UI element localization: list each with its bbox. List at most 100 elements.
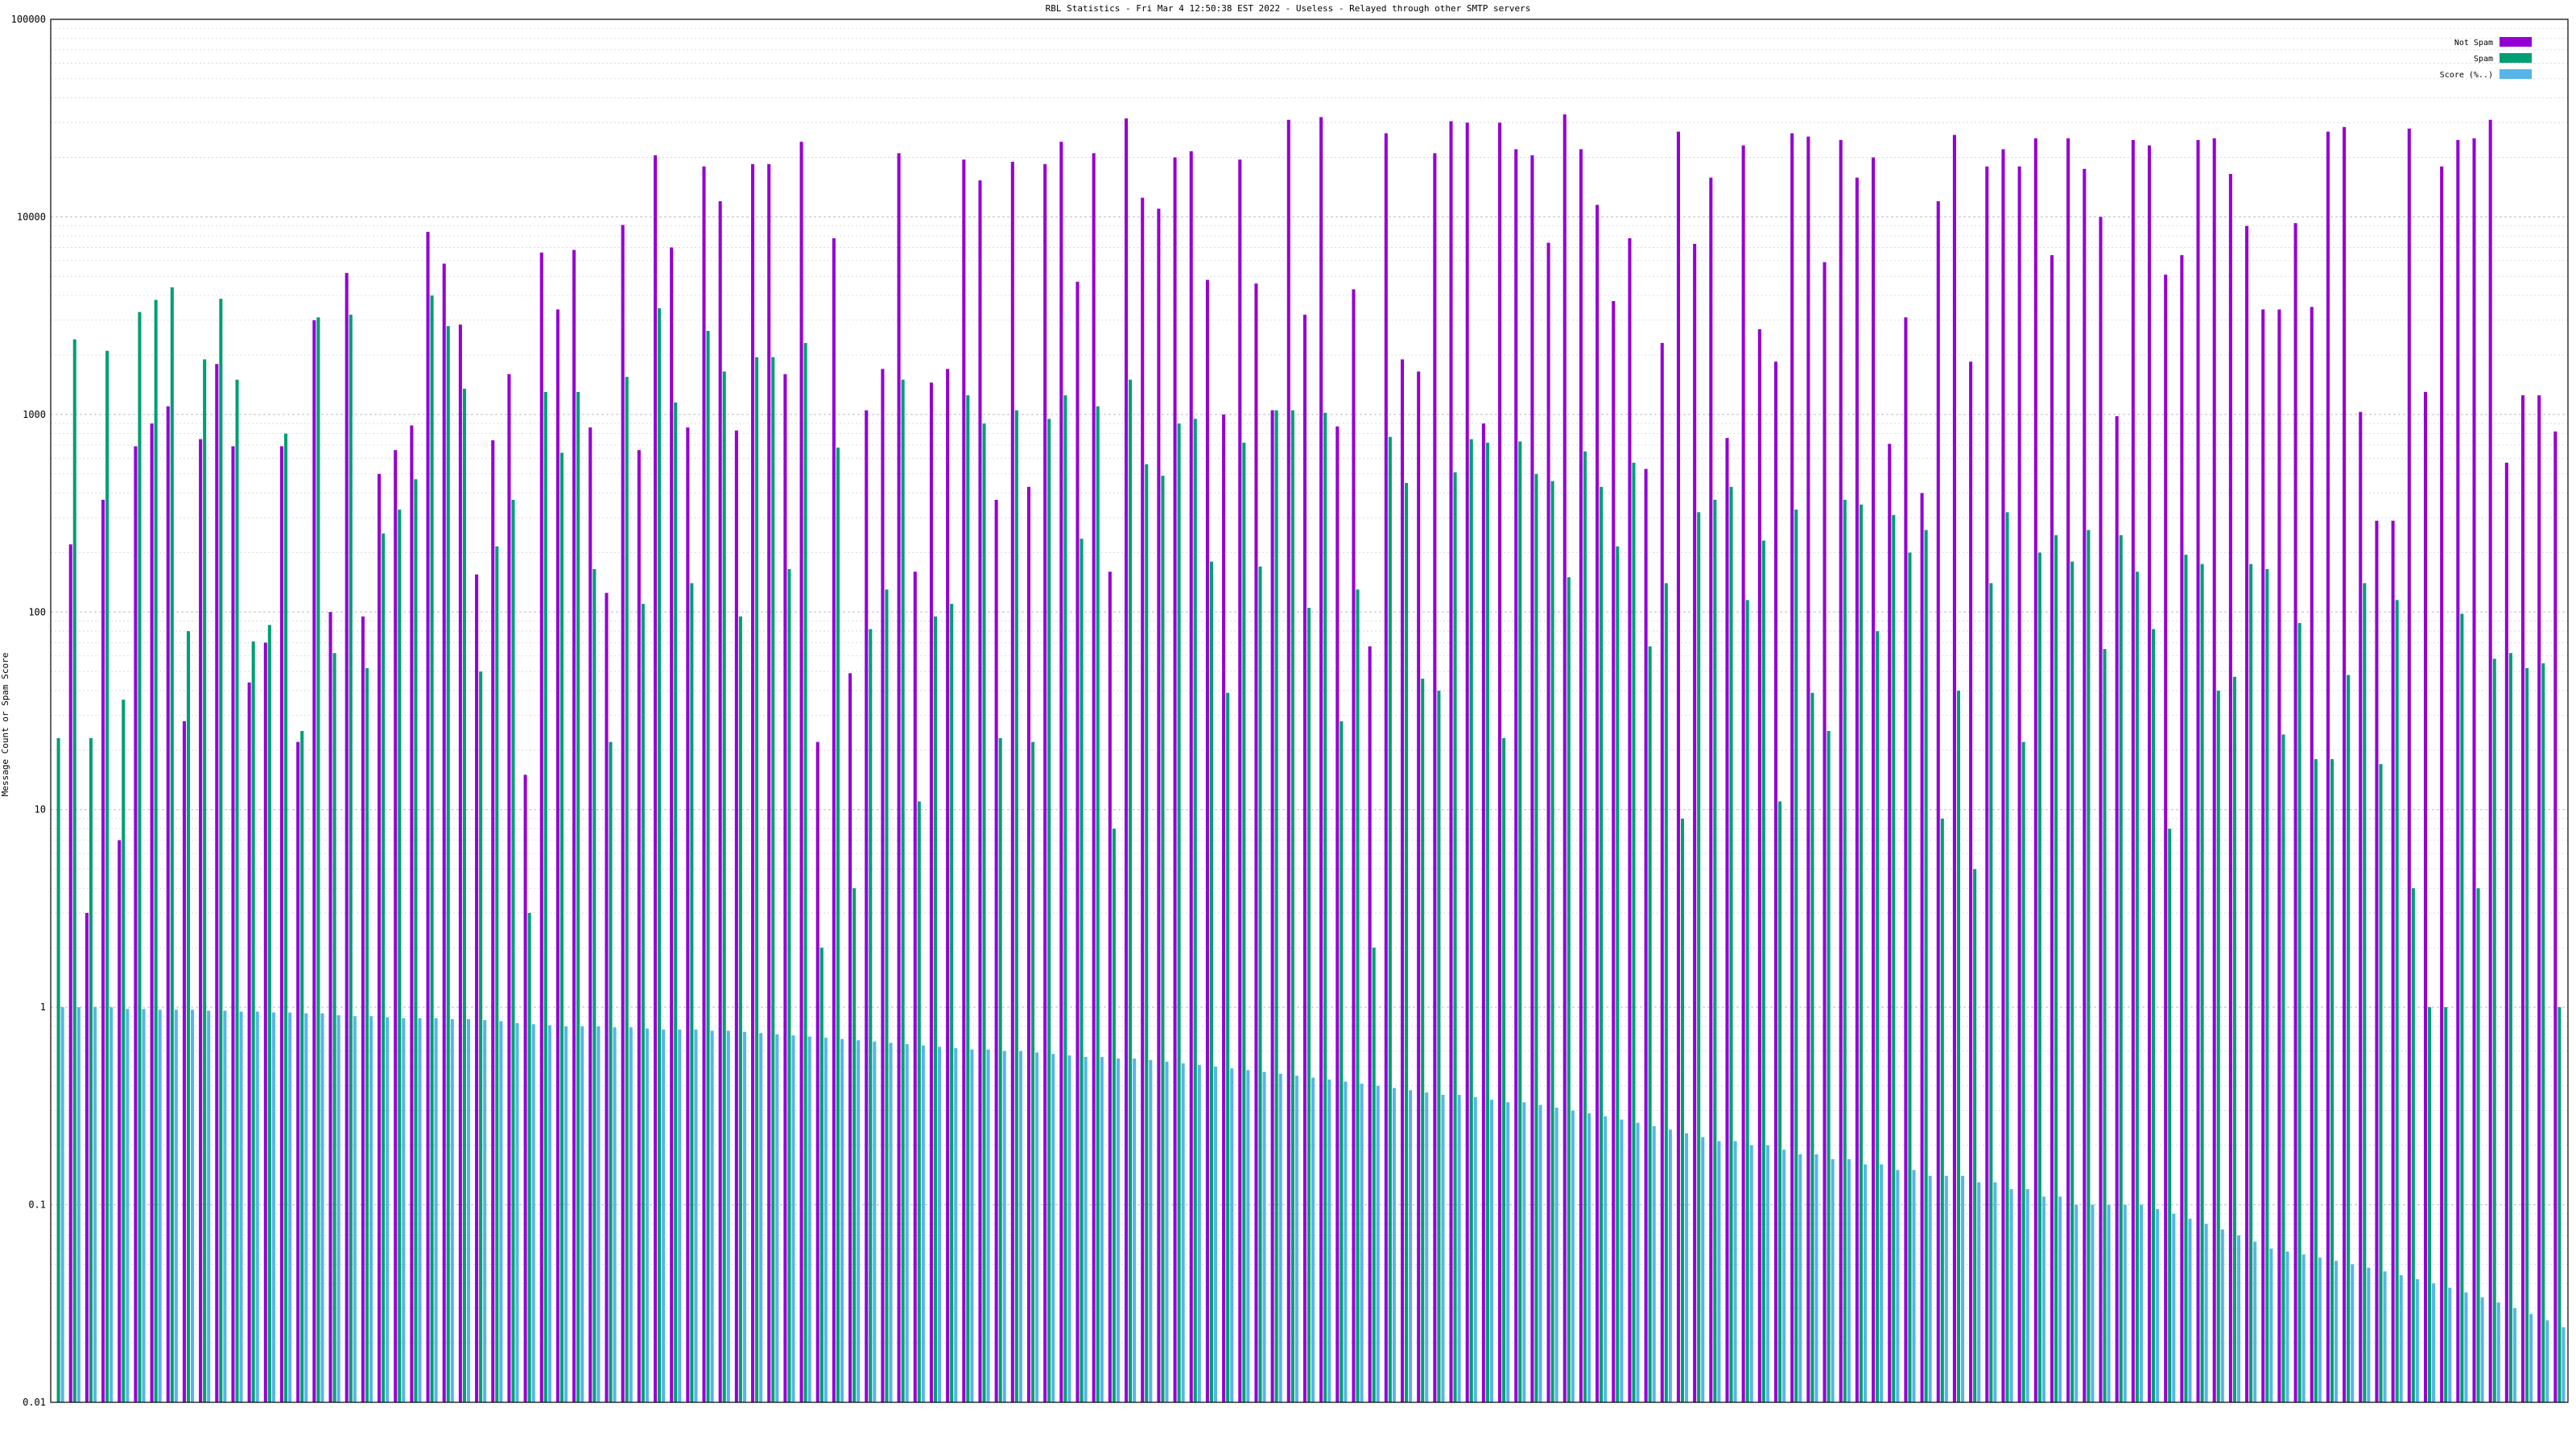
bar-spam	[1356, 589, 1360, 1402]
bar-not-spam	[2375, 520, 2379, 1402]
bar-not-spam	[394, 450, 398, 1402]
bar-spam	[1843, 499, 1847, 1402]
bar-score	[1554, 1107, 1558, 1402]
bar-not-spam	[279, 446, 284, 1402]
bar-not-spam	[815, 741, 819, 1402]
bar-not-spam	[491, 440, 495, 1402]
bar-score	[336, 1015, 341, 1402]
bar-not-spam	[1400, 359, 1405, 1402]
bar-spam	[446, 326, 450, 1402]
bar-not-spam	[2261, 309, 2265, 1403]
bar-spam	[1989, 583, 1993, 1402]
bar-not-spam	[1806, 136, 1810, 1403]
bar-score	[2074, 1204, 2079, 1402]
bar-spam	[1469, 439, 1473, 1402]
bar-spam	[1047, 419, 1051, 1402]
bar-spam	[933, 616, 938, 1402]
bar-spam	[398, 510, 402, 1402]
bar-not-spam	[1985, 166, 1989, 1403]
bar-score	[126, 1009, 130, 1402]
bar-score	[1376, 1085, 1380, 1402]
bar-score	[2058, 1196, 2062, 1402]
y-tick-label: 100000	[11, 14, 46, 25]
bar-not-spam	[2001, 149, 2005, 1402]
bar-not-spam	[1872, 157, 1876, 1402]
bar-not-spam	[2293, 223, 2297, 1402]
bar-score	[304, 1013, 308, 1402]
bar-score	[2399, 1275, 2403, 1402]
bar-spam	[122, 700, 126, 1402]
bar-score	[158, 1009, 162, 1402]
bar-score	[938, 1046, 942, 1402]
bar-score	[2448, 1287, 2452, 1402]
bar-not-spam	[1693, 243, 1697, 1403]
y-axis-ticks: 0.01 0.1 1 10 100 1000 10000 100000	[11, 14, 46, 1408]
bar-score	[466, 1018, 471, 1402]
bar-spam	[609, 741, 613, 1402]
bar-score	[564, 1026, 568, 1402]
bar-not-spam	[2407, 128, 2411, 1402]
bar-score	[1538, 1104, 1542, 1402]
bar-spam	[1145, 464, 1149, 1403]
bar-score	[223, 1010, 227, 1402]
bar-not-spam	[1075, 281, 1080, 1402]
bar-score	[645, 1028, 649, 1402]
bar-spam	[2037, 552, 2041, 1403]
bar-spam	[819, 947, 824, 1402]
bar-score	[450, 1018, 454, 1402]
bar-score	[239, 1011, 243, 1402]
bar-spam	[690, 583, 694, 1402]
bar-spam	[917, 801, 921, 1402]
bar-score	[1294, 1075, 1298, 1402]
bar-not-spam	[507, 374, 511, 1402]
bar-score	[1457, 1095, 1461, 1402]
bar-not-spam	[247, 682, 251, 1402]
bar-not-spam	[312, 320, 316, 1403]
bar-score	[418, 1018, 422, 1402]
bar-spam	[1274, 410, 1278, 1402]
legend-swatch	[2500, 53, 2532, 63]
bar-score	[2351, 1264, 2355, 1402]
bar-not-spam	[1157, 208, 1161, 1402]
bar-not-spam	[1823, 262, 1827, 1403]
bar-not-spam	[539, 252, 543, 1402]
y-tick-label: 0.1	[28, 1199, 46, 1211]
bar-score	[1327, 1080, 1331, 1402]
bar-spam	[1924, 530, 1928, 1402]
bar-score	[1717, 1141, 1721, 1402]
bar-not-spam	[1189, 151, 1193, 1403]
bar-spam	[1713, 499, 1717, 1402]
bar-spam	[479, 671, 483, 1402]
bar-spam	[2021, 741, 2025, 1402]
bar-spam	[2152, 629, 2156, 1402]
bar-spam	[2168, 828, 2172, 1402]
bar-score	[2139, 1204, 2143, 1402]
bar-not-spam	[1222, 414, 1226, 1402]
bar-spam	[1600, 486, 1604, 1402]
bar-spam	[1437, 690, 1441, 1402]
bar-score	[531, 1024, 535, 1402]
bar-spam	[2232, 676, 2236, 1402]
bar-spam	[722, 371, 726, 1403]
bar-spam	[349, 314, 353, 1402]
bar-score	[2301, 1254, 2306, 1402]
bar-not-spam	[1514, 149, 1518, 1402]
bar-score	[1051, 1054, 1055, 1402]
bar-not-spam	[1433, 153, 1437, 1402]
bar-score	[1489, 1100, 1493, 1402]
bar-spam	[738, 616, 742, 1402]
bar-score	[1230, 1068, 1234, 1402]
bar-not-spam	[1384, 133, 1388, 1402]
bar-score	[1880, 1164, 1884, 1402]
bar-spam	[1258, 566, 1262, 1402]
bar-score	[1473, 1097, 1477, 1402]
legend-swatch	[2500, 69, 2532, 79]
bar-spam	[138, 312, 142, 1402]
bar-spam	[462, 388, 466, 1402]
bar-not-spam	[199, 439, 203, 1402]
bar-not-spam	[1368, 646, 1372, 1402]
bar-not-spam	[442, 263, 446, 1402]
bar-score	[1604, 1116, 1608, 1402]
bar-not-spam	[1563, 114, 1567, 1403]
bar-score	[1246, 1070, 1250, 1402]
